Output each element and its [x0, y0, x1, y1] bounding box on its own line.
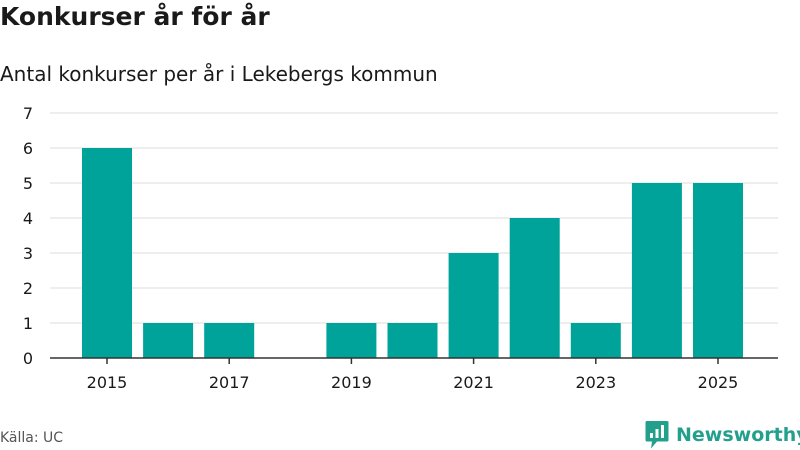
y-tick-label: 1 [23, 314, 33, 333]
y-tick-label: 4 [23, 209, 33, 228]
bar-2022 [509, 218, 560, 358]
bar-2016 [143, 323, 194, 358]
chart-title: Konkurser år för år [0, 2, 270, 31]
y-tick-label: 5 [23, 174, 33, 193]
chart-subtitle: Antal konkurser per år i Lekebergs kommu… [0, 62, 438, 86]
bar-2019 [326, 323, 377, 358]
x-tick-label: 2023 [575, 373, 616, 392]
bar-2023 [570, 323, 621, 358]
y-tick-label: 6 [23, 139, 33, 158]
source-note: Källa: UC [0, 430, 64, 446]
y-tick-label: 3 [23, 244, 33, 263]
bar-2017 [204, 323, 255, 358]
bar-2021 [448, 253, 499, 358]
newsworthy-logo-icon [645, 421, 669, 449]
y-tick-label: 2 [23, 279, 33, 298]
x-tick-label: 2017 [209, 373, 250, 392]
bar-2015 [82, 148, 132, 358]
x-tick-label: 2019 [331, 373, 372, 392]
bar-2024 [631, 183, 682, 358]
x-tick-label: 2025 [698, 373, 739, 392]
x-tick-label: 2015 [87, 373, 128, 392]
bar-2025 [693, 183, 743, 358]
bar-2020 [387, 323, 438, 358]
y-tick-label: 0 [23, 349, 33, 368]
newsworthy-logo: Newsworthy [645, 420, 800, 450]
y-tick-label: 7 [23, 104, 33, 123]
brand-name: Newsworthy [676, 424, 800, 446]
x-tick-label: 2021 [453, 373, 494, 392]
